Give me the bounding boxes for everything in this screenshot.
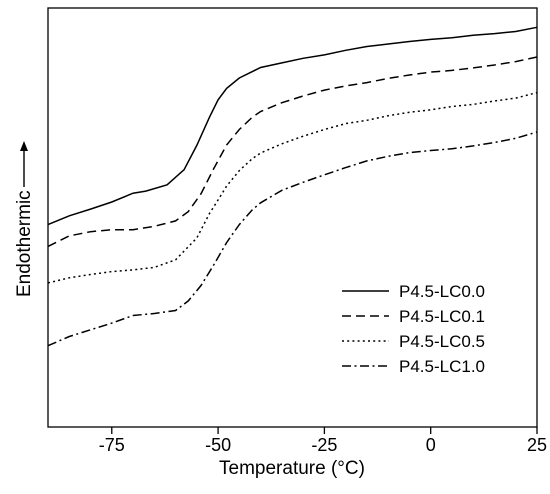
y-axis-label: Endothermic [14,190,35,297]
series-layer [47,26,538,347]
legend-label-0: P4.5-LC0.0 [399,282,485,301]
series-line-3 [47,131,538,347]
x-tick-label-0: -75 [99,435,125,455]
x-tick-label-3: 0 [426,435,436,455]
x-tick-label-4: 25 [527,435,547,455]
legend-label-3: P4.5-LC1.0 [399,357,485,376]
x-tick-label-1: -50 [205,435,231,455]
legend-label-2: P4.5-LC0.5 [399,332,485,351]
plot-frame [47,7,538,428]
x-axis-ticks: -75 -50 -25 0 25 [99,427,547,455]
legend: P4.5-LC0.0 P4.5-LC0.1 P4.5-LC0.5 P4.5-LC1.0 [342,282,485,376]
x-axis-label: Temperature (°C) [219,458,365,479]
y-axis-arrow-head [20,141,28,151]
series-line-0 [47,26,538,226]
x-tick-label-2: -25 [311,435,337,455]
legend-label-1: P4.5-LC0.1 [399,307,485,326]
series-line-2 [47,91,538,284]
series-line-1 [47,56,538,248]
